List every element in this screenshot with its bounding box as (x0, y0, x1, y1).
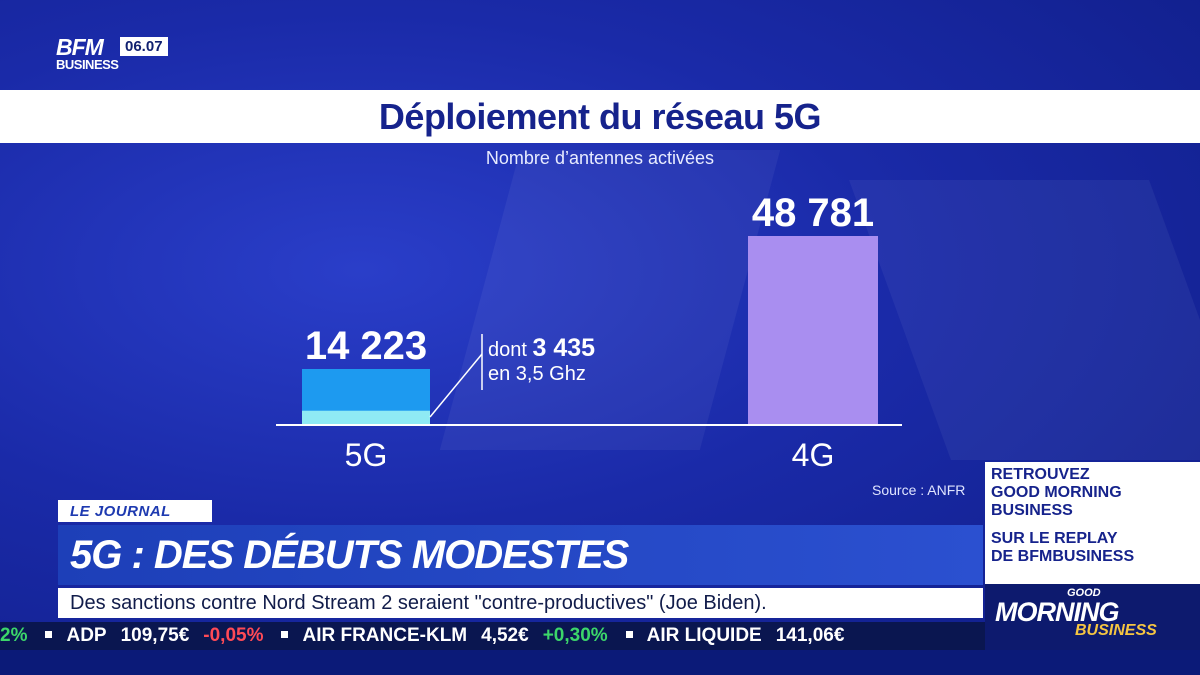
ticker-item: +0,30% (542, 625, 608, 646)
channel-logo: BFM BUSINESS 06.07 (56, 36, 188, 74)
promo-line: SUR LE REPLAY (991, 530, 1118, 547)
bar-chart: 14 223 48 781 5G 4G (276, 191, 902, 473)
category-label-4g: 4G (792, 437, 835, 473)
ticker-item: 109,75€ (120, 625, 190, 646)
ticker-separator (45, 631, 53, 638)
show-logo-business: BUSINESS (1075, 622, 1157, 639)
crawl-text: Des sanctions contre Nord Stream 2 serai… (70, 592, 767, 614)
ticker-separator (281, 631, 289, 638)
annotation-suffix: en 3,5 Ghz (488, 363, 586, 385)
clock: 06.07 (120, 37, 168, 56)
headline: 5G : DES DÉBUTS MODESTES (70, 533, 629, 577)
bar-5g-sub-segment (302, 410, 430, 424)
annotation-prefix: dont (488, 339, 527, 361)
logo-sub: BUSINESS (56, 57, 119, 72)
logo-brand: BFM (56, 34, 104, 60)
ticker-separator (625, 631, 633, 638)
value-label-4g: 48 781 (752, 191, 874, 235)
replay-promo: RETROUVEZ GOOD MORNING BUSINESS SUR LE R… (985, 462, 1200, 584)
annotation-value: 3 435 (532, 334, 596, 362)
show-logo-morning: MORNING (995, 597, 1119, 627)
category-label-5g: 5G (345, 437, 388, 473)
annotation-leader-line (429, 353, 483, 418)
promo-line: RETROUVEZ (991, 466, 1090, 483)
section-tag: LE JOURNAL (58, 500, 212, 522)
ticker-item: AIR LIQUIDE (646, 625, 762, 646)
value-label-5g: 14 223 (305, 324, 427, 368)
source-note: Source : ANFR (872, 482, 966, 498)
chart-title-band: Déploiement du réseau 5G (0, 90, 1200, 143)
ticker-item: AIR FRANCE-KLM (302, 625, 468, 646)
show-logo-good: GOOD (1067, 587, 1101, 599)
ticker-item: ADP (66, 625, 107, 646)
promo-line: DE BFMBUSINESS (991, 548, 1135, 565)
ticker-item: 141,06€ (775, 625, 845, 646)
stock-ticker: 2% ADP 109,75€ -0,05% AIR FRANCE-KLM 4,52€ +0,… (0, 622, 985, 650)
chart-title: Déploiement du réseau 5G (378, 95, 822, 137)
ticker-item: 4,52€ (481, 625, 529, 646)
promo-line: GOOD MORNING (991, 484, 1122, 501)
annotation: dont 3 435 en 3,5 Ghz (488, 336, 595, 386)
promo-line: BUSINESS (991, 502, 1073, 519)
bar-4g (748, 236, 878, 424)
ticker-item: -0,05% (203, 625, 264, 646)
chart-subtitle: Nombre d’antennes activées (485, 148, 715, 168)
headline-band: 5G : DES DÉBUTS MODESTES (58, 525, 983, 585)
ticker-item: 2% (0, 625, 28, 646)
bottom-strip (0, 650, 1200, 675)
news-crawl: Des sanctions contre Nord Stream 2 serai… (58, 588, 983, 618)
show-logo: GOOD MORNING BUSINESS (985, 584, 1200, 650)
